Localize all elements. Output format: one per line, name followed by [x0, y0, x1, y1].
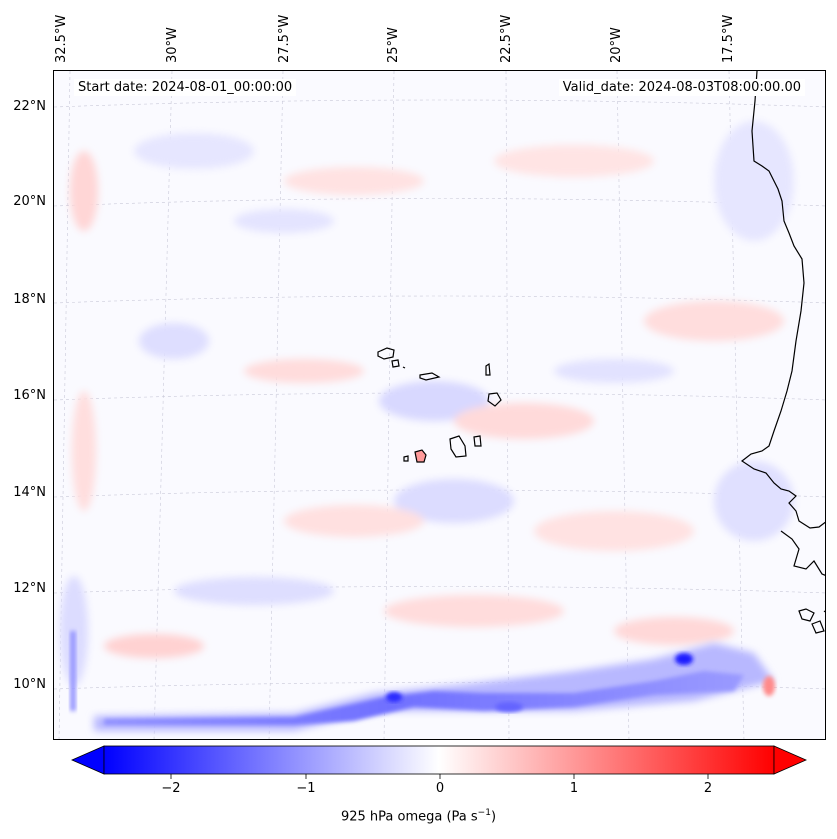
lon-label-25: 25°W — [386, 27, 401, 63]
colorbar-tick-1: 1 — [569, 781, 579, 796]
valid-date-label: Valid_date: 2024-08-03T08:00:00.00 — [558, 79, 805, 96]
colorbar-label-close: ) — [490, 809, 497, 825]
lat-label-18: 18°N — [13, 292, 46, 307]
lon-label-27-5: 27.5°W — [277, 14, 292, 63]
colorbar — [71, 745, 807, 779]
colorbar-gradient — [103, 745, 775, 775]
colorbar-min-extend — [71, 745, 105, 775]
lat-label-16: 16°N — [13, 388, 46, 403]
colorbar-tick-minus1: −1 — [296, 781, 316, 796]
cape-verde-islands — [377, 347, 502, 463]
field-patches — [60, 121, 794, 686]
start-date-label: Start date: 2024-08-01_00:00:00 — [74, 79, 297, 96]
lat-label-14: 14°N — [13, 485, 46, 500]
lat-label-12: 12°N — [13, 581, 46, 596]
colorbar-label: 925 hPa omega (Pa s−1) — [0, 808, 837, 824]
colorbar-tick-2: 2 — [703, 781, 713, 796]
colorbar-ticks — [170, 774, 709, 779]
omega-field-map — [54, 71, 825, 739]
negative-omega-band — [70, 631, 775, 731]
lat-label-10: 10°N — [13, 677, 46, 692]
lon-label-32-5: 32.5°W — [54, 14, 69, 63]
lat-label-20: 20°N — [13, 194, 46, 209]
colorbar-label-text: 925 hPa omega (Pa s — [340, 809, 478, 825]
africa-coastline — [740, 71, 825, 634]
colorbar-tick-0: 0 — [435, 781, 445, 796]
colorbar-max-extend — [773, 745, 807, 775]
map-panel: Start date: 2024-08-01_00:00:00 Valid_da… — [53, 70, 826, 740]
colorbar-tick-minus2: −2 — [161, 781, 181, 796]
lon-label-22-5: 22.5°W — [499, 14, 514, 63]
colorbar-label-exponent: −1 — [477, 808, 491, 818]
lon-label-17-5: 17.5°W — [721, 14, 736, 63]
lat-label-22: 22°N — [13, 99, 46, 114]
lon-label-30: 30°W — [165, 27, 180, 63]
lon-label-20: 20°W — [609, 27, 624, 63]
